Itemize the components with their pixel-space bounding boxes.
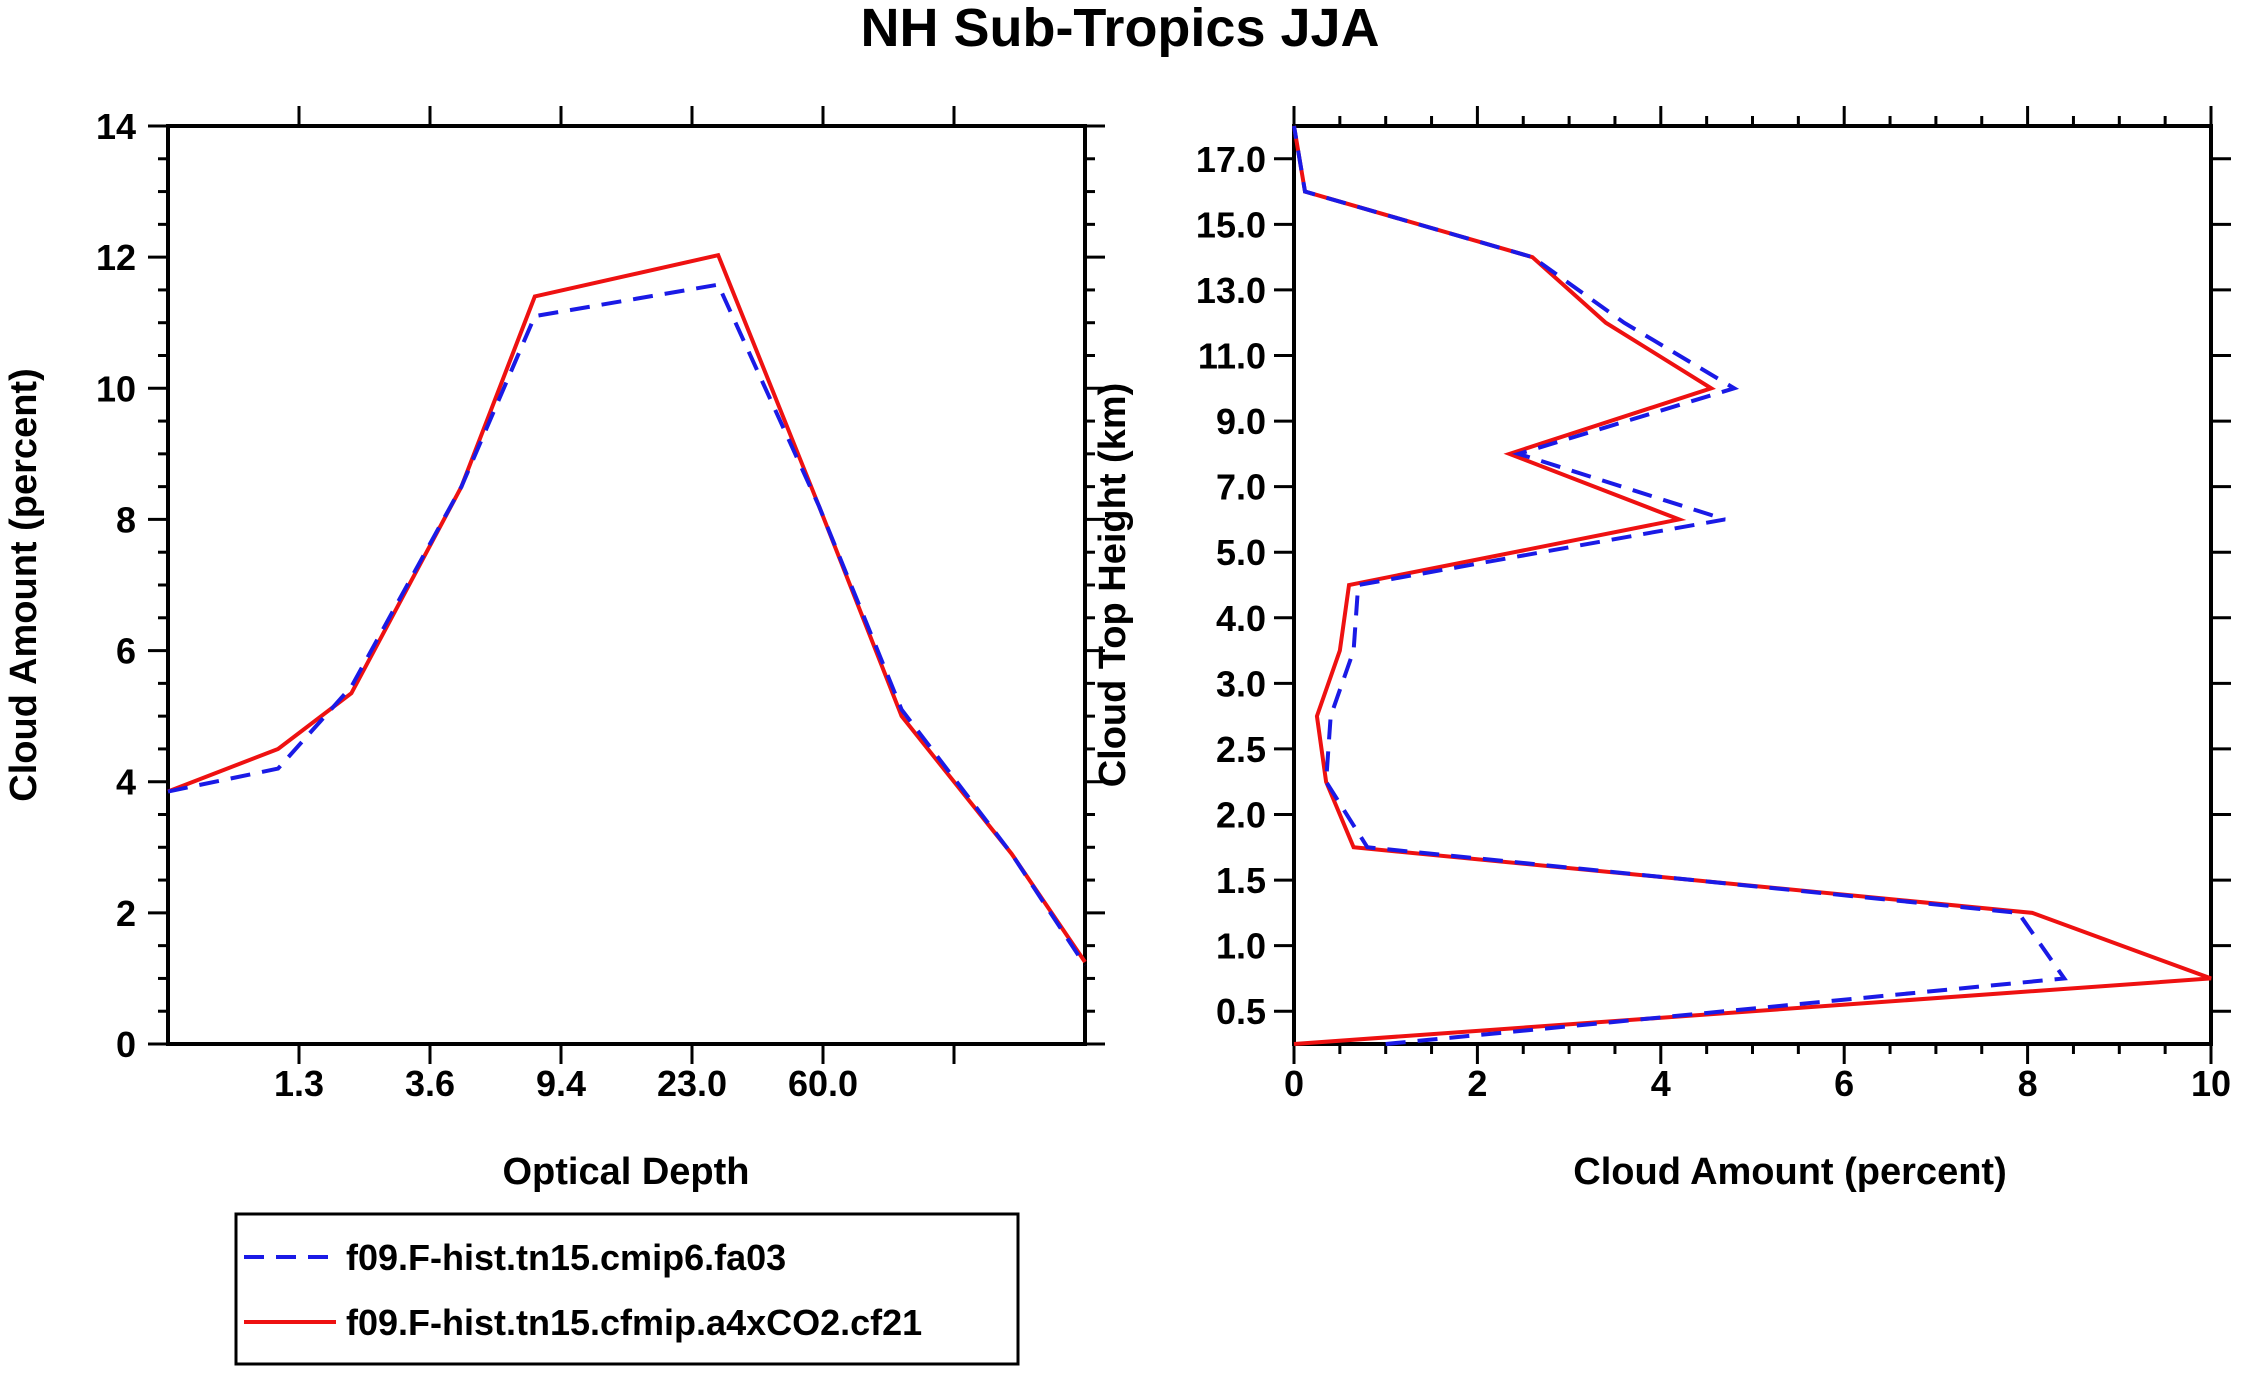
- right-ticks: 0 2 4 6 8 10 0.5 1.0 1.5 2.0 2.5 3.0 4.0 5.0 7.0 9.0 11.…: [1196, 106, 2231, 1104]
- left-lines: [167, 252, 1087, 967]
- left-y-tick-label: 6: [116, 631, 136, 672]
- left-y-tick-label: 12: [96, 237, 136, 278]
- right-y-axis-label: Cloud Top Height (km): [1092, 383, 1134, 788]
- right-lines: [1292, 125, 2212, 1046]
- left-x-tick-label: 1.3: [274, 1063, 324, 1104]
- left-series-cfmip-line: [167, 252, 1087, 964]
- right-y-tick-label: 7.0: [1216, 467, 1266, 508]
- left-y-tick-label: 4: [116, 762, 136, 803]
- left-y-tick-label: 0: [116, 1024, 136, 1065]
- right-plot-frame: [1292, 124, 2213, 1046]
- right-series-cmip6-line: [1292, 125, 2068, 1046]
- left-x-tick-label: 60.0: [788, 1063, 858, 1104]
- right-x-tick-label: 8: [2018, 1063, 2038, 1104]
- right-y-tick-label: 2.0: [1216, 795, 1266, 836]
- right-y-tick-label: 3.0: [1216, 663, 1266, 704]
- right-y-tick-label: 11.0: [1198, 336, 1266, 377]
- legend-label-cfmip: f09.F-hist.tn15.cfmip.a4xCO2.cf21: [346, 1302, 922, 1343]
- left-y-axis-label: Cloud Amount (percent): [3, 368, 45, 801]
- left-x-tick-label: 9.4: [536, 1063, 586, 1104]
- right-y-tick-label: 17.0: [1196, 139, 1266, 180]
- left-y-tick-label: 10: [96, 368, 136, 409]
- left-ticks: 0 2 4 6 8 10 12 14 1.3 3.6 9.4 23.0 60.0: [96, 106, 1105, 1104]
- right-y-tick-label: 2.5: [1216, 729, 1266, 770]
- right-x-tick-label: 6: [1834, 1063, 1854, 1104]
- legend-label-cmip6: f09.F-hist.tn15.cmip6.fa03: [346, 1237, 786, 1278]
- right-y-tick-label: 0.5: [1216, 991, 1266, 1032]
- right-y-tick-label: 1.5: [1216, 860, 1266, 901]
- right-x-tick-label: 2: [1467, 1063, 1487, 1104]
- right-x-tick-label: 4: [1651, 1063, 1671, 1104]
- right-y-tick-label: 13.0: [1196, 270, 1266, 311]
- left-y-tick-label: 14: [96, 106, 136, 147]
- legend-box: [234, 1212, 1020, 1366]
- right-series-cfmip-line: [1292, 125, 2212, 1046]
- right-x-axis-label: Cloud Amount (percent): [1573, 1151, 2006, 1193]
- right-y-tick-label: 15.0: [1196, 204, 1266, 245]
- left-plot-frame: [166, 124, 1087, 1046]
- legend: f09.F-hist.tn15.cmip6.fa03 f09.F-hist.tn…: [234, 1212, 1020, 1366]
- right-y-tick-label: 9.0: [1216, 401, 1266, 442]
- left-x-tick-label: 3.6: [405, 1063, 455, 1104]
- right-panel: 0 2 4 6 8 10 0.5 1.0 1.5 2.0 2.5 3.0 4.0 5.0 7.0 9.0 11.…: [1092, 106, 2231, 1193]
- right-y-tick-label: 4.0: [1216, 598, 1266, 639]
- right-x-tick-label: 0: [1284, 1063, 1304, 1104]
- figure-title: NH Sub-Tropics JJA: [860, 0, 1379, 58]
- left-y-tick-label: 8: [116, 499, 136, 540]
- right-y-tick-label: 5.0: [1216, 532, 1266, 573]
- left-panel: 0 2 4 6 8 10 12 14 1.3 3.6 9.4 23.0 60.0 Optical Dep…: [3, 106, 1105, 1193]
- left-y-tick-label: 2: [116, 893, 136, 934]
- left-x-tick-label: 23.0: [657, 1063, 727, 1104]
- right-x-tick-label: 10: [2191, 1063, 2231, 1104]
- left-series-cmip6-line: [167, 282, 1087, 967]
- right-y-tick-label: 1.0: [1216, 926, 1266, 967]
- left-x-axis-label: Optical Depth: [502, 1151, 749, 1193]
